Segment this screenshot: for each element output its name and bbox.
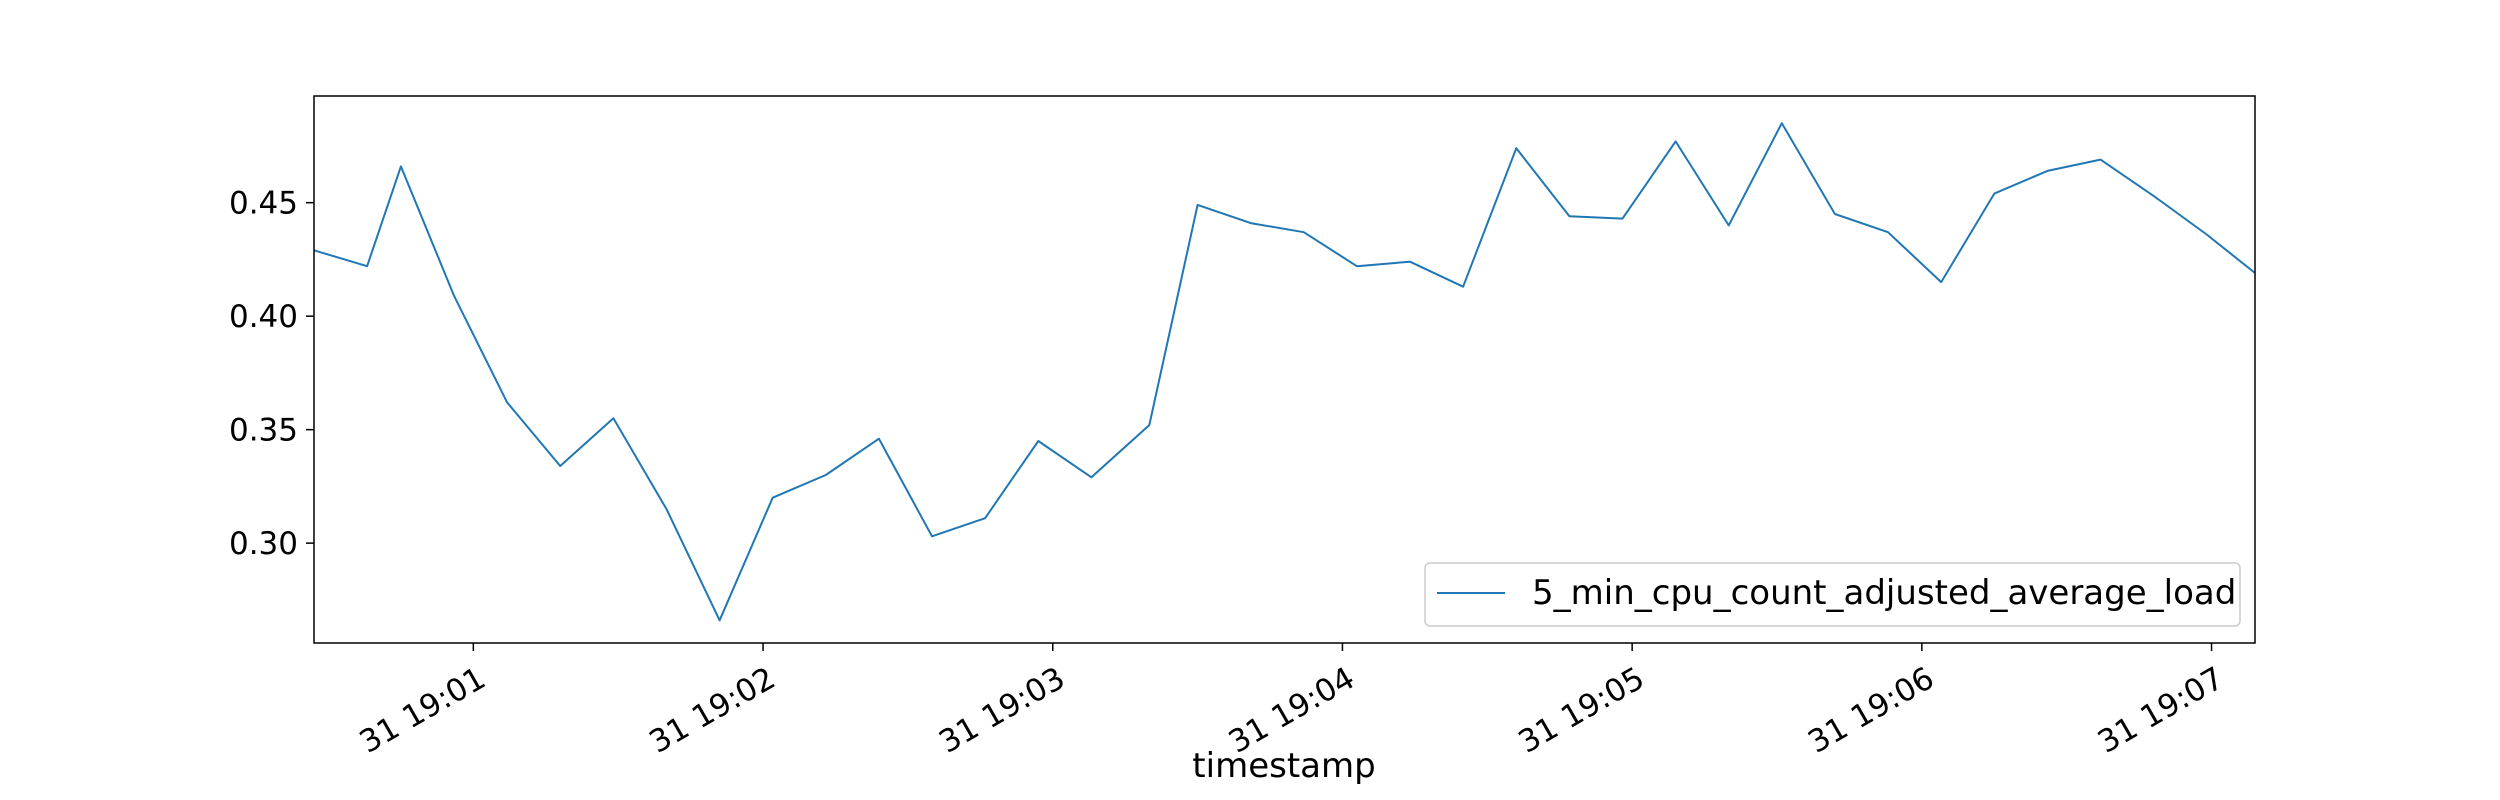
- x-tick-label: 31 19:05: [1512, 660, 1650, 760]
- plot-frame: [313, 95, 2256, 644]
- y-tick-label: 0.40: [229, 299, 298, 335]
- x-tick-label: 31 19:02: [643, 660, 781, 760]
- x-tick-label: 31 19:03: [933, 660, 1071, 760]
- x-tick-label: 31 19:01: [354, 660, 492, 760]
- legend-box: [1424, 562, 2241, 627]
- y-tick-label: 0.45: [229, 186, 298, 222]
- x-tick-label: 31 19:07: [2092, 660, 2230, 760]
- series-line-0: [313, 122, 2256, 622]
- legend: 5_min_cpu_count_adjusted_average_load: [1424, 562, 2241, 627]
- y-tick-label: 0.35: [229, 413, 298, 449]
- y-axis: 0.30 0.35 0.40 0.45: [229, 186, 314, 562]
- legend-label: 5_min_cpu_count_adjusted_average_load: [1532, 573, 2236, 613]
- x-axis: 31 19:01 31 19:02 31 19:03 31 19:04 31 19:05…: [354, 643, 2230, 761]
- y-tick-label: 0.30: [229, 526, 298, 562]
- x-axis-title: timestamp: [1192, 746, 1375, 786]
- x-tick-label: 31 19:06: [1802, 660, 1940, 760]
